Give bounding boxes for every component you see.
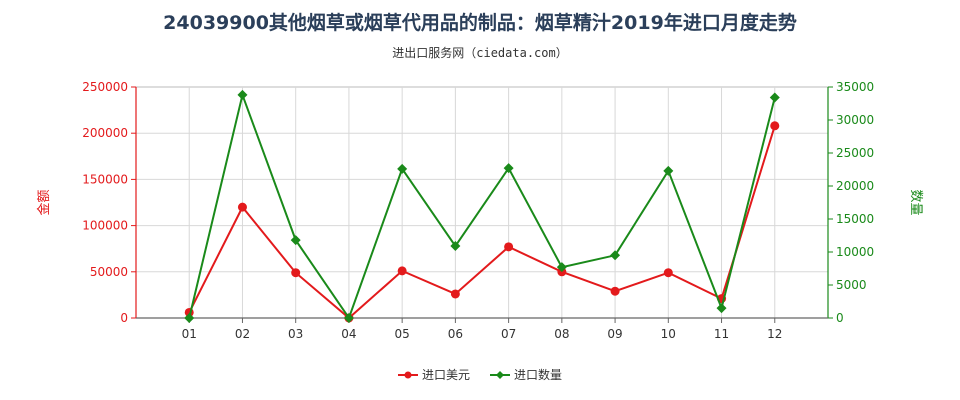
plot-frame	[135, 86, 829, 319]
series-2-point	[184, 313, 195, 323]
series-1-point	[397, 266, 407, 276]
y-right-tick-label: 0	[836, 311, 844, 325]
x-tick-label: 11	[714, 327, 729, 341]
legend-label: 进口美元	[422, 368, 470, 382]
legend-swatch-marker	[404, 371, 412, 379]
x-tick-label: 05	[395, 327, 410, 341]
series-2-point	[503, 163, 514, 174]
axes: 0 50000 100000 150000 200000 250000 0 5000 10000…	[82, 80, 874, 341]
series-1-point	[663, 268, 673, 278]
x-tick-label: 02	[235, 327, 250, 341]
y-left-tick-label: 200000	[82, 126, 128, 140]
x-tick-label: 07	[501, 327, 516, 341]
y-left-tick-label: 0	[120, 311, 128, 325]
series-2-point	[450, 241, 461, 252]
series-line-2	[188, 91, 776, 321]
y-right-tick-label: 10000	[836, 245, 874, 259]
series-2-point	[663, 165, 674, 176]
legend-label: 进口数量	[514, 367, 562, 382]
y-right-tick-label: 30000	[836, 113, 874, 127]
chart-title: 24039900其他烟草或烟草代用品的制品：烟草精汁2019年进口月度走势	[163, 12, 797, 34]
x-tick-label: 10	[661, 327, 676, 341]
series-2-point	[343, 313, 354, 323]
x-tick-label: 01	[182, 327, 197, 341]
legend-swatch-marker	[496, 371, 504, 379]
series-1-point	[610, 286, 620, 296]
y-left-tick-label: 50000	[90, 265, 128, 279]
x-tick-label: 03	[288, 327, 303, 341]
series-1-point	[450, 289, 460, 299]
series-2-point	[237, 89, 248, 100]
series-1-point	[770, 121, 780, 131]
y-left-tick-label: 150000	[82, 172, 128, 186]
legend: 进口美元 进口数量	[398, 367, 562, 382]
x-tick-label: 06	[448, 327, 463, 341]
y-right-tick-label: 15000	[836, 212, 874, 226]
series-2-point	[769, 92, 780, 103]
series-2-point	[716, 303, 727, 314]
chart-subtitle: 进出口服务网（ciedata.com）	[392, 46, 568, 60]
x-tick-label: 09	[607, 327, 622, 341]
series-2-point	[397, 163, 408, 174]
grid	[135, 86, 829, 319]
y-axis-right-label: 数量	[908, 189, 923, 215]
y-left-tick-label: 250000	[82, 80, 128, 94]
y-left-tick-label: 100000	[82, 219, 128, 233]
series-1-point	[291, 268, 301, 278]
x-tick-label: 04	[341, 327, 356, 341]
x-tick-label: 12	[767, 327, 782, 341]
series-1-point	[237, 202, 247, 212]
series-2-point	[290, 235, 301, 246]
y-right-tick-label: 35000	[836, 80, 874, 94]
x-tick-label: 08	[554, 327, 569, 341]
y-right-tick-label: 20000	[836, 179, 874, 193]
y-right-tick-label: 25000	[836, 146, 874, 160]
series-1-point	[504, 242, 514, 252]
y-right-tick-label: 5000	[836, 278, 867, 292]
series-2-point	[610, 250, 621, 261]
series-layer	[184, 89, 780, 323]
series-2-point	[556, 262, 567, 273]
y-axis-left-label: 金额	[36, 189, 52, 215]
series-line-1	[188, 125, 776, 320]
